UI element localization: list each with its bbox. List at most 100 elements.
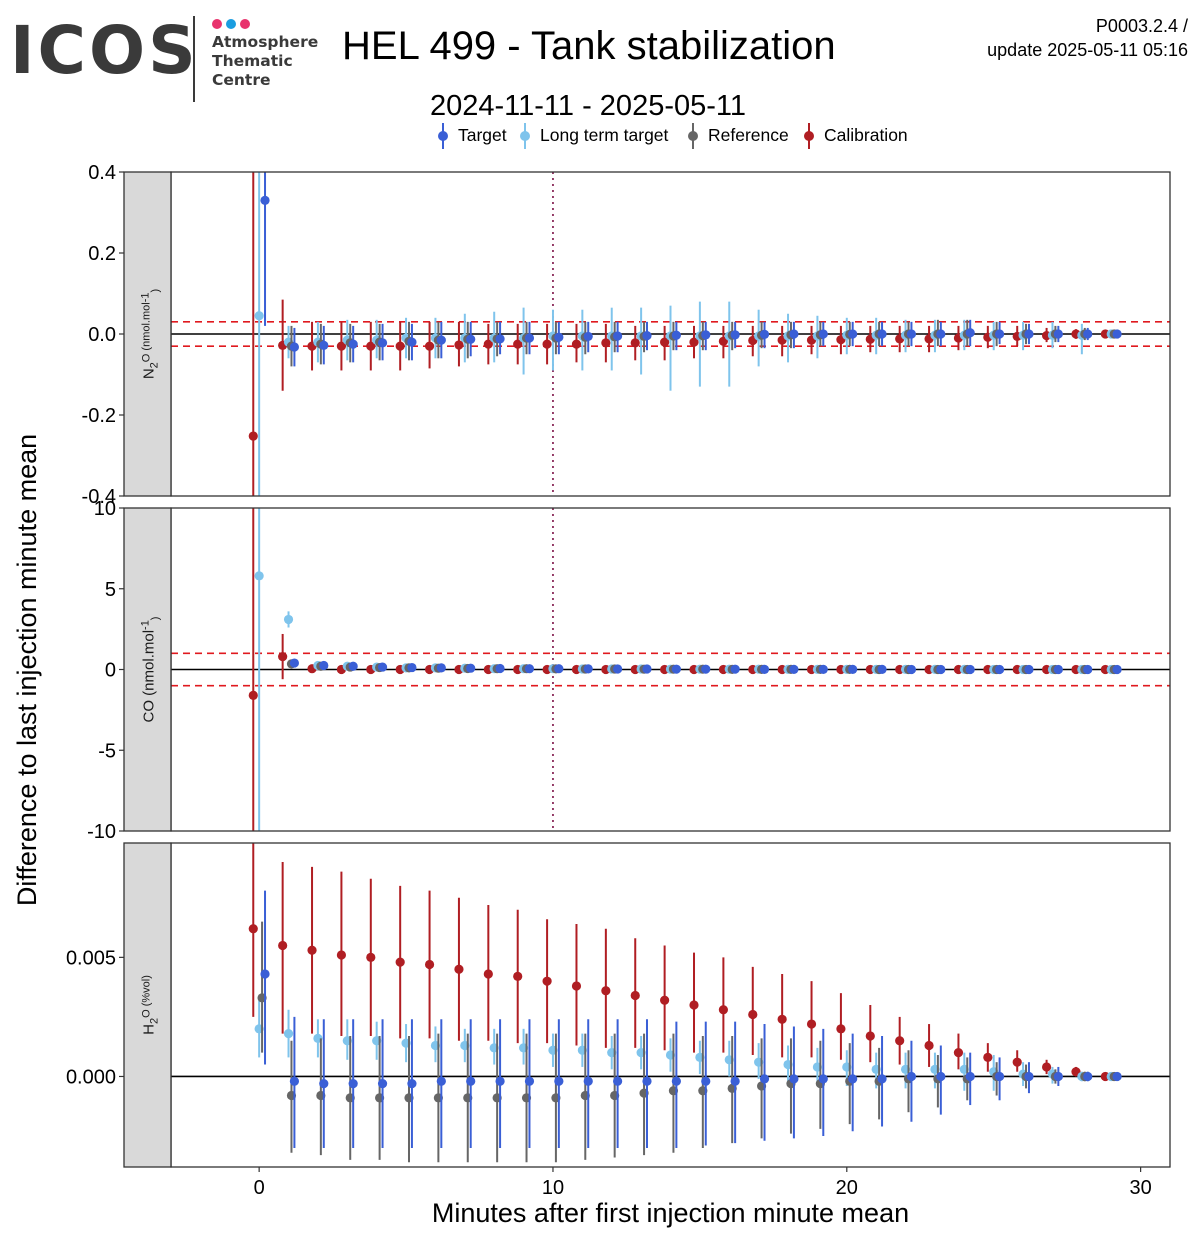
chart-header: ICOS Atmosphere Thematic Centre HEL 499 … [0, 0, 1200, 130]
data-point [642, 331, 652, 341]
data-point [513, 339, 523, 349]
data-point [965, 664, 975, 675]
data-point [1024, 664, 1034, 675]
data-point [524, 1076, 535, 1086]
data-point [366, 341, 376, 351]
data-point [906, 664, 917, 675]
data-point [818, 329, 828, 339]
strip-label-part: -1 [140, 293, 152, 303]
data-point [642, 664, 652, 674]
y-tick-label: -0.2 [82, 405, 116, 427]
data-point [407, 662, 417, 673]
legend-label-target: Target [458, 125, 507, 145]
y-tick-label: 5 [105, 579, 116, 601]
data-point [1053, 329, 1063, 339]
logo-subtitle: Atmosphere Thematic Centre [212, 33, 318, 90]
data-point [542, 339, 552, 349]
data-point [895, 1036, 905, 1046]
legend-key-long-term-target [518, 123, 532, 149]
series-target [260, 890, 1122, 1148]
data-point [613, 1076, 623, 1086]
data-point [789, 329, 799, 339]
data-point [660, 337, 670, 347]
data-point [483, 339, 493, 349]
data-point [407, 1079, 417, 1089]
data-point [495, 334, 505, 344]
data-point [542, 976, 552, 986]
y-tick-label: -0.4 [82, 486, 116, 508]
data-point [583, 664, 593, 674]
panel-background [171, 843, 1170, 1167]
data-point [436, 663, 446, 673]
strip-label-part: ) [150, 289, 162, 293]
icos-logo-text: ICOS [10, 12, 199, 89]
data-point [701, 664, 711, 674]
data-point [983, 1052, 993, 1063]
data-point [436, 335, 446, 345]
legend-label-long-term-target: Long term target [540, 125, 669, 145]
x-tick-label: 30 [1129, 1177, 1151, 1199]
strip-label-part: N [141, 368, 158, 379]
data-point [454, 964, 464, 974]
data-point [601, 986, 611, 996]
data-point [877, 1074, 887, 1084]
data-point [848, 1074, 858, 1084]
x-tick-label: 10 [542, 1177, 564, 1199]
data-point [836, 1024, 846, 1034]
data-point [289, 1076, 300, 1086]
strip-label-part: CO (nmol.mol [141, 630, 158, 723]
data-point [336, 341, 347, 351]
data-point [583, 1076, 593, 1086]
data-point [818, 1074, 828, 1084]
data-point [748, 1009, 758, 1020]
data-point [307, 945, 317, 955]
data-point [513, 971, 523, 982]
data-point [366, 952, 376, 962]
data-point [865, 1031, 875, 1041]
logo-subtitle-line-3: Centre [212, 71, 271, 89]
data-point [630, 338, 640, 348]
data-point [348, 339, 358, 349]
version-line-2: update 2025-05-11 05:16 [987, 40, 1188, 60]
data-point [642, 1076, 652, 1086]
panel-strip-label: CO (nmol.mol-1) [140, 617, 162, 723]
legend-key-reference [686, 123, 700, 149]
data-point [254, 571, 264, 581]
strip-label-part: O (nmol.mol [141, 302, 153, 362]
panel-plot-area [171, 843, 1170, 1163]
data-point [730, 664, 740, 674]
data-point [260, 195, 270, 205]
x-axis-title: Minutes after first injection minute mea… [432, 1198, 909, 1228]
data-point [319, 340, 329, 350]
chart-subtitle: 2024-11-11 - 2025-05-11 [430, 90, 746, 122]
y-tick-label: 0.005 [66, 947, 116, 969]
data-point [278, 940, 288, 951]
logo-subtitle-line-1: Atmosphere [212, 33, 319, 51]
data-point [701, 1076, 711, 1086]
strip-label-part: ) [150, 617, 162, 621]
panel-strip [123, 507, 172, 832]
data-point [906, 1071, 917, 1082]
data-point [1112, 329, 1122, 339]
panel-1: N2O (nmol.mol-1) 0.4 0.2 0.0 -0.2 -0.4 [82, 162, 1171, 508]
y-tick-label: 0.4 [88, 162, 116, 184]
data-point [965, 1071, 975, 1082]
data-point [877, 664, 887, 674]
panel-2: CO (nmol.mol-1) 10 5 0 -5 -10 [87, 498, 1171, 843]
data-point [248, 431, 258, 441]
data-point [718, 336, 728, 346]
data-point [424, 341, 435, 351]
data-point [278, 651, 288, 662]
data-point [248, 924, 258, 934]
data-point [524, 664, 535, 674]
data-point [789, 1074, 799, 1084]
panel-3: H2O (%vol) 0.005 0.000 [66, 842, 1171, 1168]
data-point [1112, 664, 1122, 675]
data-point [336, 950, 347, 960]
legend-key-target [436, 123, 450, 149]
data-point [424, 959, 435, 970]
panel-strip-label: H2O (%vol) [141, 975, 161, 1035]
data-point [759, 1074, 770, 1084]
data-point [1112, 1071, 1122, 1082]
